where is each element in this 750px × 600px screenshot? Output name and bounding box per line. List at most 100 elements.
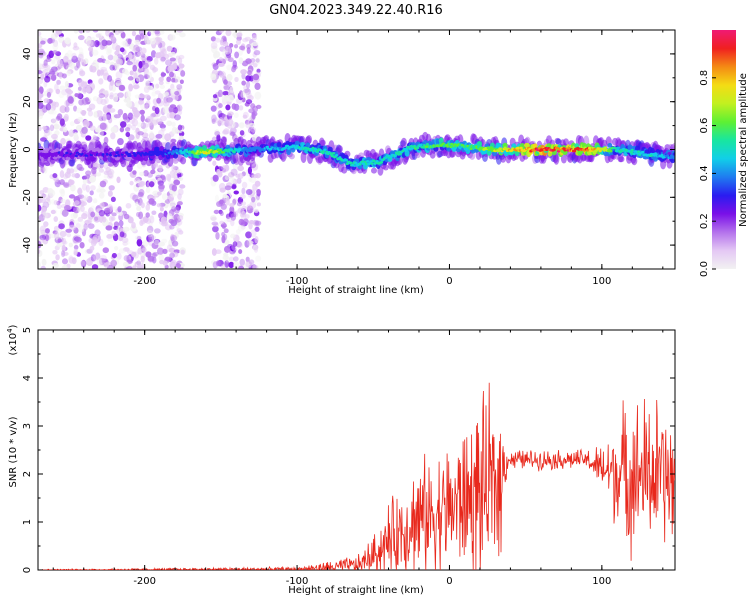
heatmap-cell xyxy=(174,76,181,83)
heatmap-cell xyxy=(59,230,67,238)
heatmap-cell xyxy=(242,111,249,119)
heatmap-cell xyxy=(98,93,105,99)
heatmap-cell xyxy=(62,55,69,63)
heatmap-cell xyxy=(242,218,249,225)
heatmap-cell xyxy=(89,185,96,191)
heatmap-cell xyxy=(78,30,84,34)
heatmap-cell xyxy=(43,98,50,104)
heatmap-cell xyxy=(125,202,132,209)
heatmap-cell xyxy=(496,143,502,149)
heatmap-cell xyxy=(238,249,243,255)
heatmap-cell xyxy=(170,152,174,155)
heatmap-cell xyxy=(78,47,84,55)
heatmap-cell xyxy=(221,263,226,269)
heatmap-cell xyxy=(76,163,83,171)
heatmap-cell xyxy=(214,131,221,137)
heatmap-cell xyxy=(173,108,178,114)
heatmap-cell xyxy=(244,240,250,248)
heatmap-cell xyxy=(233,190,239,195)
snr-frame xyxy=(37,329,676,571)
heatmap-cell xyxy=(235,229,241,235)
heatmap-cell xyxy=(81,213,88,220)
heatmap-cell xyxy=(240,201,247,206)
heatmap-cell xyxy=(90,205,95,212)
heatmap-cell xyxy=(253,50,261,56)
heatmap-cell xyxy=(126,250,134,255)
x-tick-label: 100 xyxy=(592,576,611,587)
heatmap-cell xyxy=(177,124,183,131)
y-tick-label: 2 xyxy=(22,471,33,477)
heatmap-cell xyxy=(127,58,134,64)
heatmap-cell xyxy=(68,242,73,248)
heatmap-cell xyxy=(630,148,634,152)
heatmap-cell xyxy=(516,146,520,150)
heatmap-cell xyxy=(43,165,48,174)
y-tick-label: 20 xyxy=(22,95,33,108)
heatmap-cell xyxy=(89,175,96,183)
snr-panel: -200 -100 0 100 0 1 2 3 4 5 Height of straight l… xyxy=(6,324,676,596)
heatmap-cell xyxy=(38,240,42,249)
heatmap-cell xyxy=(180,70,186,77)
heatmap-cell xyxy=(138,211,144,220)
heatmap-cell xyxy=(158,129,165,137)
heatmap-cell xyxy=(119,126,125,133)
heatmap-cell xyxy=(56,143,63,150)
heatmap-cell xyxy=(81,126,88,134)
heatmap-cell xyxy=(239,130,245,136)
heatmap-cell xyxy=(101,216,107,223)
heatmap-cell xyxy=(251,41,259,47)
heatmap-cell xyxy=(71,52,77,60)
heatmap-cell xyxy=(161,193,168,201)
heatmap-cell xyxy=(119,121,127,128)
heatmap-cell xyxy=(54,124,60,130)
heatmap-cell xyxy=(101,258,108,264)
heatmap-cell xyxy=(169,57,176,62)
heatmap-cell xyxy=(211,62,218,67)
heatmap-cell xyxy=(154,52,162,59)
heatmap-cell xyxy=(103,72,110,81)
heatmap-cell xyxy=(598,149,602,153)
heatmap-cell xyxy=(319,139,326,147)
heatmap-cell xyxy=(400,137,407,148)
heatmap-cell xyxy=(110,259,118,267)
heatmap-cell xyxy=(85,184,91,193)
y-tick-label: 0 xyxy=(22,567,33,573)
heatmap-cell xyxy=(61,258,68,265)
heatmap-cell xyxy=(63,183,70,188)
heatmap-cell xyxy=(152,251,159,257)
heatmap-cell xyxy=(71,173,78,178)
heatmap-cell xyxy=(170,234,178,242)
heatmap-cell xyxy=(159,84,165,90)
heatmap-cell xyxy=(178,54,185,60)
spectrogram-heatmap xyxy=(38,30,675,269)
heatmap-cell xyxy=(446,145,450,148)
heatmap-cell xyxy=(79,260,86,266)
heatmap-cell xyxy=(179,184,186,189)
heatmap-cell xyxy=(519,146,523,150)
heatmap-cell xyxy=(145,204,151,211)
heatmap-cell xyxy=(240,223,246,230)
heatmap-cell xyxy=(323,148,327,152)
heatmap-cell xyxy=(236,177,242,184)
heatmap-cell xyxy=(217,62,225,67)
heatmap-cell xyxy=(115,44,121,53)
heatmap-cell xyxy=(238,122,245,129)
heatmap-cell xyxy=(234,51,240,59)
heatmap-cell xyxy=(225,81,232,87)
heatmap-cell xyxy=(221,165,228,173)
colorbar-tick-label: 0.6 xyxy=(699,118,710,134)
heatmap-cell xyxy=(64,106,70,113)
heatmap-cell xyxy=(563,138,569,146)
heatmap-cell xyxy=(250,103,256,109)
heatmap-cell xyxy=(128,83,134,92)
heatmap-cell xyxy=(137,131,144,136)
heatmap-cell xyxy=(87,110,94,117)
heatmap-cell xyxy=(229,245,236,252)
heatmap-cell xyxy=(113,233,119,242)
heatmap-cell xyxy=(174,95,179,101)
heatmap-cell xyxy=(57,238,62,243)
heatmap-cell xyxy=(236,201,243,207)
heatmap-cell xyxy=(109,61,115,67)
heatmap-cell xyxy=(122,247,130,252)
heatmap-cell xyxy=(251,34,258,41)
